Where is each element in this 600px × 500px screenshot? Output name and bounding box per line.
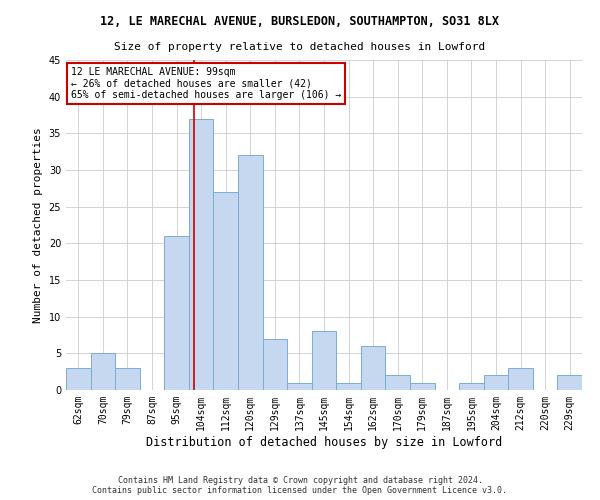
Text: 12 LE MARECHAL AVENUE: 99sqm
← 26% of detached houses are smaller (42)
65% of se: 12 LE MARECHAL AVENUE: 99sqm ← 26% of de…: [71, 66, 341, 100]
Bar: [189, 118, 214, 390]
Bar: [484, 376, 508, 390]
Bar: [164, 236, 189, 390]
Text: Size of property relative to detached houses in Lowford: Size of property relative to detached ho…: [115, 42, 485, 52]
Bar: [361, 346, 385, 390]
Bar: [214, 192, 238, 390]
Bar: [91, 354, 115, 390]
Bar: [385, 376, 410, 390]
Bar: [287, 382, 312, 390]
Y-axis label: Number of detached properties: Number of detached properties: [33, 127, 43, 323]
Bar: [459, 382, 484, 390]
Text: Contains HM Land Registry data © Crown copyright and database right 2024.
Contai: Contains HM Land Registry data © Crown c…: [92, 476, 508, 495]
Bar: [115, 368, 140, 390]
Bar: [557, 376, 582, 390]
Bar: [508, 368, 533, 390]
Bar: [312, 332, 336, 390]
Bar: [66, 368, 91, 390]
Bar: [336, 382, 361, 390]
Text: 12, LE MARECHAL AVENUE, BURSLEDON, SOUTHAMPTON, SO31 8LX: 12, LE MARECHAL AVENUE, BURSLEDON, SOUTH…: [101, 15, 499, 28]
Bar: [238, 156, 263, 390]
X-axis label: Distribution of detached houses by size in Lowford: Distribution of detached houses by size …: [146, 436, 502, 448]
Bar: [410, 382, 434, 390]
Bar: [263, 338, 287, 390]
